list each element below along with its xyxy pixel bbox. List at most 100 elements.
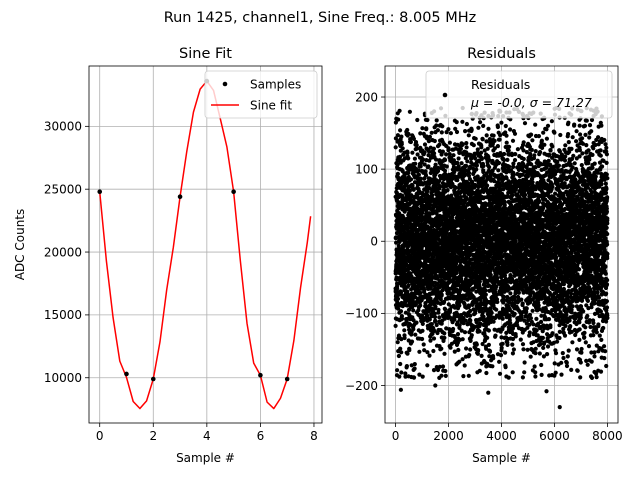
residual-point xyxy=(447,152,452,157)
residual-point xyxy=(434,322,439,328)
residual-point xyxy=(414,146,419,151)
residual-point xyxy=(510,351,515,356)
residual-point xyxy=(429,322,434,327)
residual-point xyxy=(488,272,493,277)
residual-point xyxy=(456,156,461,161)
residual-point xyxy=(496,168,501,173)
residual-point xyxy=(521,140,526,145)
residual-point xyxy=(411,327,416,332)
residual-point xyxy=(414,143,419,148)
residual-point xyxy=(398,361,403,367)
residual-point xyxy=(396,353,401,359)
residual-point xyxy=(505,294,510,300)
residual-point xyxy=(519,297,524,302)
residual-point xyxy=(439,130,444,135)
legend-label-samples: Samples xyxy=(250,78,301,92)
residual-point xyxy=(407,109,412,114)
residual-point xyxy=(492,138,497,143)
residual-point xyxy=(474,167,479,172)
residual-point xyxy=(431,348,436,354)
residual-point xyxy=(426,138,432,143)
residual-point xyxy=(448,345,453,350)
residual-point xyxy=(503,123,508,129)
residual-point xyxy=(427,353,432,358)
residual-point xyxy=(416,168,421,173)
residual-point xyxy=(400,146,405,151)
residual-point xyxy=(395,133,400,138)
residual-point xyxy=(491,356,496,361)
y-tick-label: 25000 xyxy=(44,182,82,196)
residual-point xyxy=(409,193,414,198)
residual-point xyxy=(430,193,435,198)
sample-point xyxy=(258,372,263,378)
residual-point xyxy=(468,347,473,352)
residual-point xyxy=(411,187,416,192)
residual-point xyxy=(499,120,504,125)
residual-point xyxy=(468,313,473,318)
residual-point xyxy=(483,292,488,297)
residual-point xyxy=(412,156,417,161)
residual-point xyxy=(438,297,443,302)
residual-point xyxy=(426,153,431,158)
residual-point xyxy=(417,372,422,377)
residual-point xyxy=(476,348,481,353)
residual-point xyxy=(393,120,398,125)
residual-point xyxy=(440,124,445,129)
residual-point xyxy=(458,146,463,151)
legend-frame xyxy=(204,70,318,119)
residual-point xyxy=(432,328,437,333)
residual-point xyxy=(464,163,469,168)
residual-point xyxy=(477,329,482,334)
residual-point xyxy=(408,322,413,327)
residual-point xyxy=(397,374,402,379)
residual-point xyxy=(484,133,489,138)
residual-point xyxy=(462,330,468,335)
residual-point xyxy=(442,351,447,356)
plot-area xyxy=(393,105,610,410)
residual-point xyxy=(493,333,498,338)
residual-point xyxy=(413,161,418,166)
residual-point xyxy=(484,370,489,376)
residual-point xyxy=(466,133,471,138)
residual-point xyxy=(404,183,409,188)
residual-point xyxy=(484,139,489,144)
sine-fit-line xyxy=(98,80,312,410)
residuals-axes: 0 2000 4000 6000 8000−200−1000100200Residual… xyxy=(345,46,623,465)
residual-point xyxy=(487,165,492,170)
residual-point xyxy=(443,373,448,378)
x-tick-label: 4 xyxy=(203,429,211,443)
residual-point xyxy=(404,364,409,369)
residual-point xyxy=(490,364,495,369)
residual-point xyxy=(398,128,403,133)
y-tick-label: 30000 xyxy=(44,120,82,134)
residual-point xyxy=(457,303,462,308)
residual-point xyxy=(485,335,490,340)
residual-point xyxy=(513,152,518,157)
residual-point xyxy=(428,338,433,343)
residual-point xyxy=(464,145,469,150)
residual-point xyxy=(467,352,472,358)
residual-point xyxy=(432,151,437,156)
residual-point xyxy=(402,328,407,333)
residual-point xyxy=(395,368,400,373)
residual-point xyxy=(427,317,432,322)
residual-point xyxy=(511,173,516,178)
residual-point xyxy=(512,311,517,316)
residual-point xyxy=(434,118,439,123)
residual-point xyxy=(432,311,437,316)
residual-point xyxy=(429,314,434,319)
residual-point xyxy=(433,162,438,167)
legend-label-sine-fit: Sine fit xyxy=(250,99,292,113)
residual-point xyxy=(424,126,429,131)
residual-point xyxy=(402,335,407,341)
residual-point xyxy=(444,152,449,157)
residual-point xyxy=(464,141,469,146)
residual-point xyxy=(420,336,425,342)
residual-point xyxy=(411,318,416,323)
residual-point xyxy=(399,134,404,139)
residual-point xyxy=(433,318,438,323)
residual-point xyxy=(506,375,511,380)
residual-point xyxy=(505,342,510,347)
residual-point xyxy=(479,150,484,155)
